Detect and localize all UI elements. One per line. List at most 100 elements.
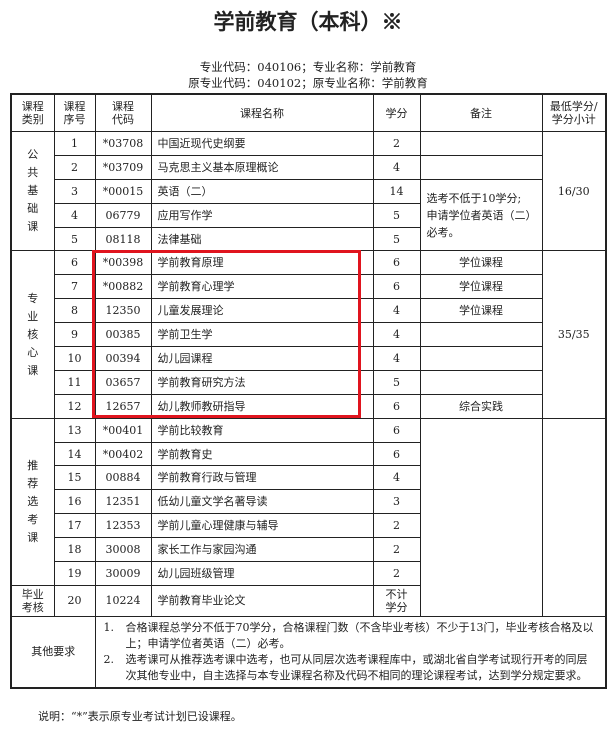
credit-cell: 4 bbox=[372, 322, 421, 348]
name-cell: 幼儿教师教研指导 bbox=[150, 393, 374, 419]
seq-cell: 4 bbox=[53, 202, 96, 228]
code-cell: 12351 bbox=[94, 489, 152, 515]
code-cell: 30008 bbox=[94, 537, 152, 563]
note-cell bbox=[419, 346, 543, 371]
seq-cell: 5 bbox=[53, 226, 96, 252]
note-cell bbox=[419, 322, 543, 348]
note-cell: 学位课程 bbox=[419, 274, 543, 300]
column-header: 课程 类别 bbox=[10, 93, 55, 132]
name-cell: 学前教育史 bbox=[150, 441, 374, 467]
table-row: 19 30009 幼儿园班级管理 2 bbox=[11, 561, 606, 586]
seq-cell: 19 bbox=[53, 561, 96, 586]
credit-cell: 3 bbox=[372, 489, 421, 515]
seq-cell: 12 bbox=[53, 393, 96, 419]
seq-cell: 11 bbox=[53, 369, 96, 395]
name-cell: 学前教育心理学 bbox=[150, 274, 374, 300]
category-cell: 推荐选考课 bbox=[10, 417, 55, 586]
table-row: 5 08118 法律基础 5 bbox=[11, 226, 606, 252]
name-cell: 马克思主义基本原理概论 bbox=[150, 154, 374, 180]
curriculum-table: 课程 类别 课程 序号 课程 代码 课程名称 学分 备注 最低学分/学分小计公共基础课 1 *0370… bbox=[10, 93, 607, 689]
credit-cell: 6 bbox=[372, 274, 421, 300]
table-row: 公共基础课 1 *03708 中国近现代史纲要 2 16/30 bbox=[10, 130, 607, 252]
seq-cell: 16 bbox=[53, 489, 96, 515]
subtotal-cell: 16/30 bbox=[541, 130, 607, 252]
header-row: 课程 类别 课程 序号 课程 代码 课程名称 学分 备注 最低学分/学分小计 bbox=[10, 93, 607, 132]
seq-cell: 17 bbox=[53, 513, 96, 539]
note-cell: 综合实践 bbox=[419, 393, 543, 419]
code-cell: 30009 bbox=[94, 561, 152, 586]
code-cell: *00015 bbox=[94, 178, 152, 204]
requirement-item: 1. 合格课程总学分不低于70学分，合格课程门数（不含毕业考核）不少于13门，毕业… bbox=[103, 620, 594, 650]
seq-cell: 15 bbox=[53, 465, 96, 491]
column-header: 学分 bbox=[372, 93, 421, 132]
other-requirements-row: 其他要求 1. 合格课程总学分不低于70学分，合格课程门数（不含毕业考核）不少于13… bbox=[10, 615, 607, 689]
table-row: 18 30008 家长工作与家园沟通 2 bbox=[11, 537, 606, 563]
name-cell: 低幼儿童文学名著导读 bbox=[150, 489, 374, 515]
other-label: 其他要求 bbox=[10, 615, 96, 689]
name-cell: 学前教育研究方法 bbox=[150, 369, 374, 395]
code-cell: 00385 bbox=[94, 322, 152, 348]
code-cell: *00398 bbox=[94, 250, 152, 276]
seq-cell: 1 bbox=[53, 131, 96, 156]
table-row: 16 12351 低幼儿童文学名著导读 3 bbox=[11, 489, 606, 515]
code-cell: *00402 bbox=[94, 441, 152, 467]
table-row: 专业核心课 6 *00398 学前教育原理 6 学位课程 35/35 bbox=[10, 250, 607, 419]
original-major-info: 原专业代码：040102；原专业名称：学前教育 bbox=[188, 76, 428, 90]
note-cell bbox=[419, 154, 543, 180]
credit-cell: 2 bbox=[372, 131, 421, 156]
credit-cell: 5 bbox=[372, 202, 421, 228]
name-cell: 幼儿园班级管理 bbox=[150, 561, 374, 586]
credit-cell: 6 bbox=[372, 417, 421, 443]
note-cell bbox=[419, 131, 543, 156]
subtotal-cell bbox=[541, 417, 607, 617]
name-cell: 学前教育行政与管理 bbox=[150, 465, 374, 491]
credit-cell: 5 bbox=[372, 369, 421, 395]
seq-cell: 9 bbox=[53, 322, 96, 348]
name-cell: 儿童发展理论 bbox=[150, 298, 374, 324]
note-cell bbox=[419, 369, 543, 395]
table-row: 毕业 考核 20 10224 学前教育毕业论文 不计 学分 bbox=[10, 584, 606, 617]
name-cell: 应用写作学 bbox=[150, 202, 374, 228]
table-row: 4 06779 应用写作学 5 bbox=[11, 202, 606, 228]
credit-cell: 2 bbox=[372, 561, 421, 586]
name-cell: 中国近现代史纲要 bbox=[150, 131, 374, 156]
code-cell: 00394 bbox=[94, 346, 152, 371]
credit-cell: 6 bbox=[372, 250, 421, 276]
note-cell: 学位课程 bbox=[419, 250, 543, 276]
name-cell: 学前卫生学 bbox=[150, 322, 374, 348]
credit-cell: 2 bbox=[372, 537, 421, 563]
table-row: 15 00884 学前教育行政与管理 4 bbox=[11, 465, 606, 491]
code-cell: 00884 bbox=[94, 465, 152, 491]
name-cell: 法律基础 bbox=[150, 226, 374, 252]
note-cell bbox=[419, 417, 543, 617]
table-row: 12 12657 幼儿教师教研指导 6 综合实践 bbox=[11, 393, 606, 419]
seq-cell: 14 bbox=[53, 441, 96, 467]
table-row: 17 12353 学前儿童心理健康与辅导 2 bbox=[11, 513, 606, 539]
column-header: 课程 序号 bbox=[53, 93, 96, 132]
seq-cell: 10 bbox=[53, 346, 96, 371]
credit-cell: 4 bbox=[372, 346, 421, 371]
table-row: 2 *03709 马克思主义基本原理概论 4 bbox=[11, 154, 606, 180]
name-cell: 学前教育毕业论文 bbox=[150, 584, 374, 617]
code-cell: *03708 bbox=[94, 131, 152, 156]
code-cell: *00401 bbox=[94, 417, 152, 443]
credit-cell: 14 bbox=[372, 178, 421, 204]
code-cell: 12350 bbox=[94, 298, 152, 324]
seq-cell: 13 bbox=[53, 417, 96, 443]
name-cell: 学前教育原理 bbox=[150, 250, 374, 276]
code-cell: 08118 bbox=[94, 226, 152, 252]
seq-cell: 2 bbox=[53, 154, 96, 180]
code-cell: *03709 bbox=[94, 154, 152, 180]
credit-cell: 4 bbox=[372, 465, 421, 491]
category-cell: 公共基础课 bbox=[10, 130, 55, 252]
seq-cell: 3 bbox=[53, 178, 96, 204]
credit-cell: 5 bbox=[372, 226, 421, 252]
name-cell: 英语（二） bbox=[150, 178, 374, 204]
name-cell: 学前比较教育 bbox=[150, 417, 374, 443]
table-row: 9 00385 学前卫生学 4 bbox=[11, 322, 606, 348]
column-header: 课程 代码 bbox=[94, 93, 152, 132]
note-cell: 学位课程 bbox=[419, 298, 543, 324]
code-cell: 12657 bbox=[94, 393, 152, 419]
credit-cell: 4 bbox=[372, 298, 421, 324]
code-cell: 12353 bbox=[94, 513, 152, 539]
